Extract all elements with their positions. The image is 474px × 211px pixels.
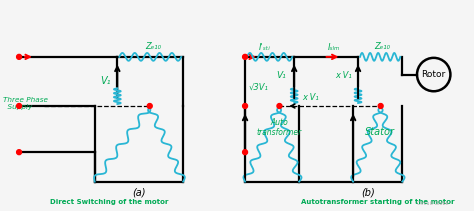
Text: I'ₛₜᵢ: I'ₛₜᵢ — [259, 43, 271, 52]
Text: x V₁: x V₁ — [302, 93, 319, 102]
Text: Iₛₗₘ: Iₛₗₘ — [328, 43, 339, 52]
Circle shape — [243, 54, 247, 59]
Circle shape — [243, 150, 247, 155]
Text: V₁: V₁ — [276, 72, 286, 80]
Text: Rotor: Rotor — [421, 70, 446, 79]
Text: √3V₁: √3V₁ — [249, 82, 269, 91]
Circle shape — [277, 104, 282, 108]
Text: Three Phase
  Supply: Three Phase Supply — [3, 97, 48, 110]
Circle shape — [147, 104, 152, 108]
Text: Autotransformer starting of the motor: Autotransformer starting of the motor — [301, 199, 455, 205]
Text: V₁: V₁ — [100, 76, 111, 87]
Text: Stator: Stator — [365, 127, 395, 138]
Text: Zₑ₁₀: Zₑ₁₀ — [145, 42, 161, 51]
Text: Direct Switching of the motor: Direct Switching of the motor — [50, 199, 169, 205]
Text: Auto
transformer: Auto transformer — [257, 118, 302, 138]
Circle shape — [243, 104, 247, 108]
Circle shape — [17, 150, 21, 155]
Circle shape — [17, 54, 21, 59]
Text: x V₁: x V₁ — [335, 72, 352, 80]
Text: Circuit Globe: Circuit Globe — [417, 201, 448, 206]
Text: (a): (a) — [132, 187, 146, 197]
Text: Zₑ₁₀: Zₑ₁₀ — [374, 42, 390, 51]
Text: (b): (b) — [361, 187, 375, 197]
Circle shape — [378, 104, 383, 108]
Circle shape — [17, 104, 21, 108]
